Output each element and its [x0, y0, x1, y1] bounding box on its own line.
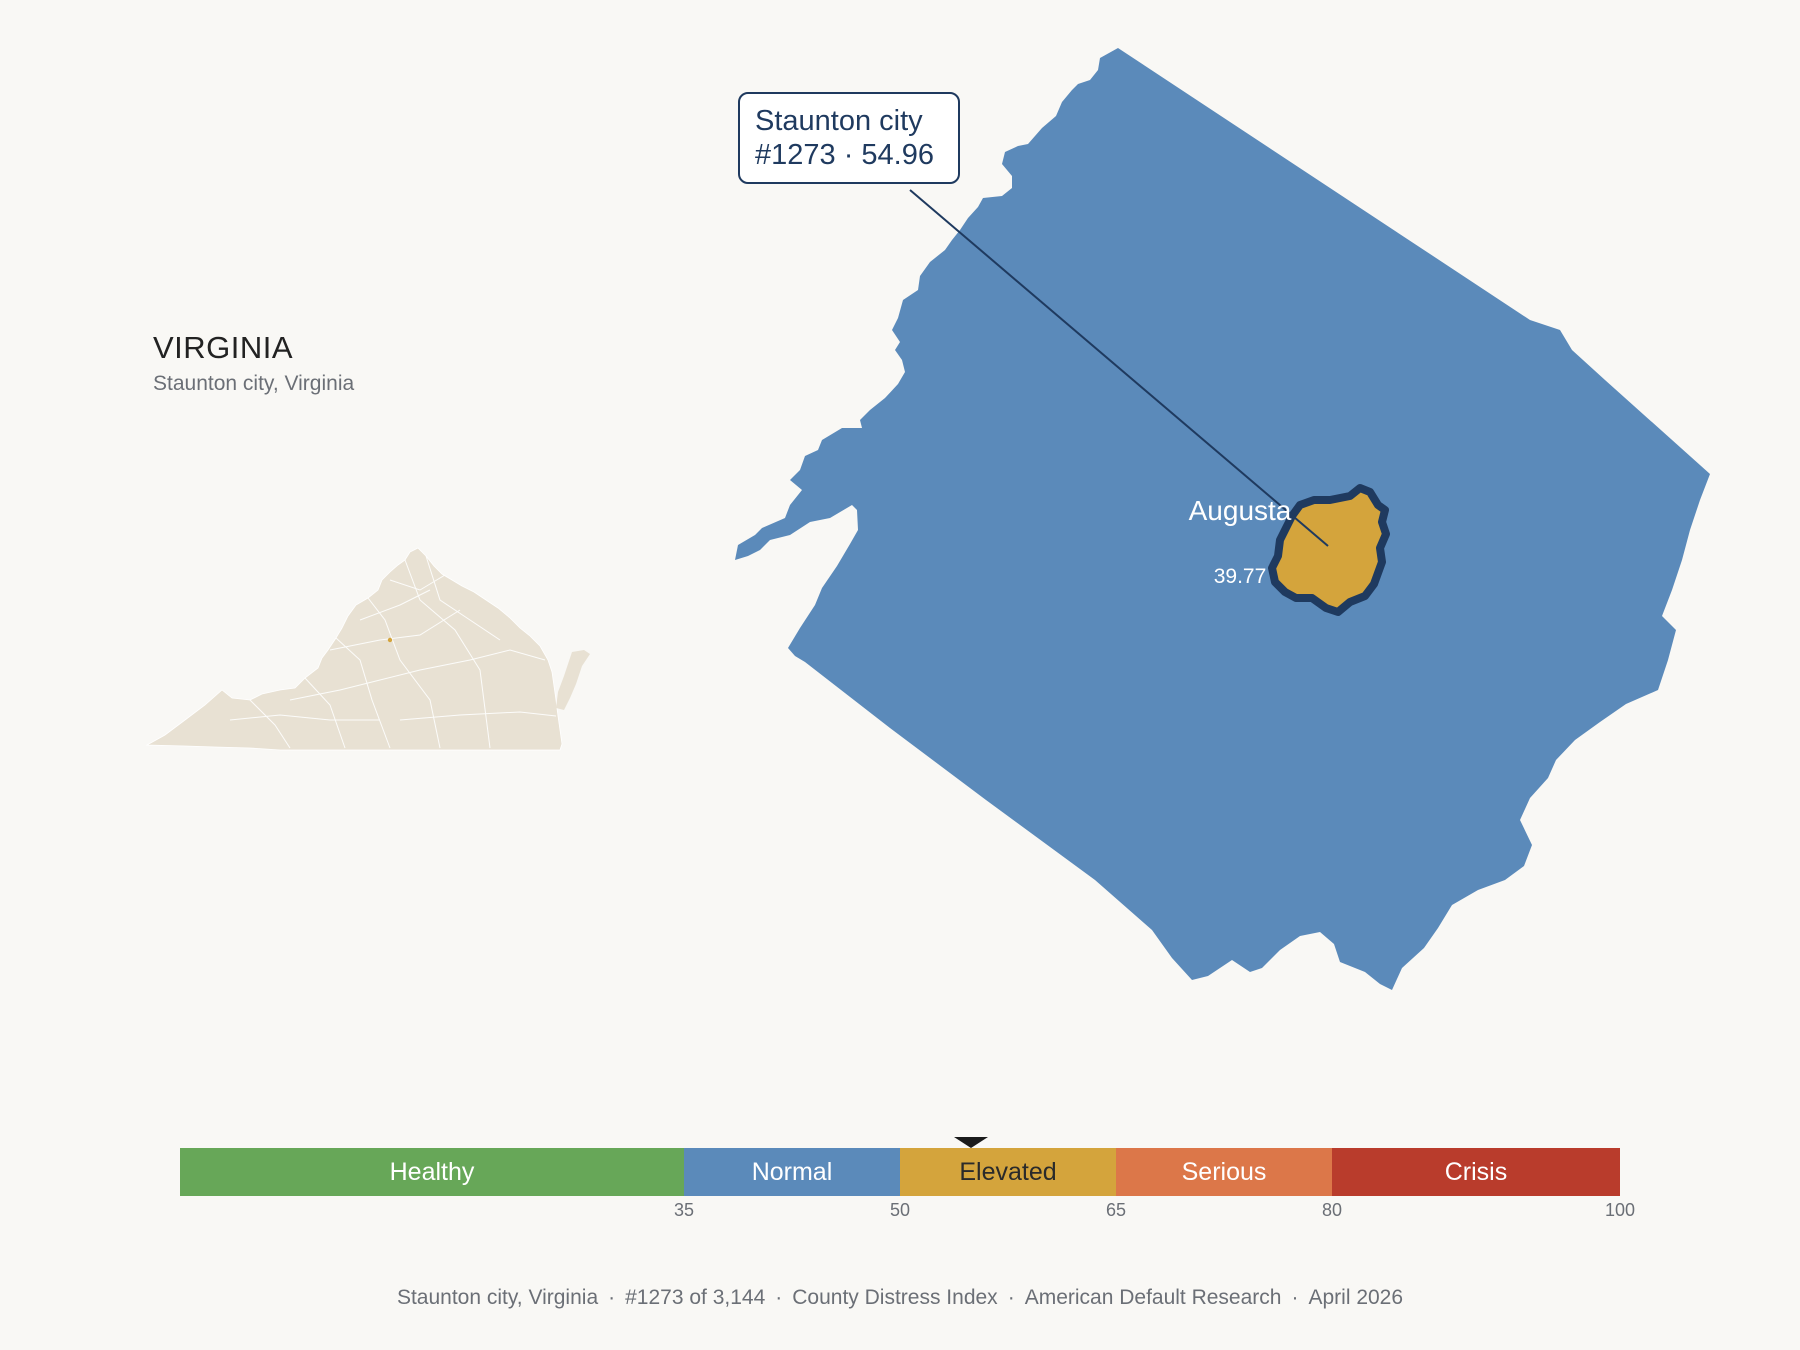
county-value: 39.77 — [1214, 565, 1267, 588]
distress-scale: Healthy Normal Elevated Serious Crisis — [180, 1148, 1620, 1196]
county-label: Augusta — [1189, 495, 1292, 526]
scale-tick: 50 — [889, 1200, 911, 1220]
scale-segment-elevated: Elevated — [900, 1148, 1116, 1196]
footer-place: Staunton city, Virginia — [396, 1286, 599, 1309]
footer-org: American Default Research — [1024, 1286, 1282, 1309]
staunton-city-shape[interactable] — [1268, 484, 1390, 616]
state-subtitle: Staunton city, Virginia — [153, 372, 355, 395]
callout-rank-score: #1273 · 54.96 — [755, 139, 934, 171]
scale-tick: 35 — [673, 1200, 695, 1220]
state-title: VIRGINIA — [153, 330, 294, 365]
callout-leader-line — [909, 189, 1329, 547]
staunton-locator-dot — [387, 637, 393, 643]
footer-rank: #1273 of 3,144 — [625, 1286, 766, 1309]
virginia-state-inset — [145, 547, 563, 751]
augusta-county-shape[interactable] — [735, 48, 1710, 990]
scale-segment-normal: Normal — [684, 1148, 900, 1196]
scale-tick: 100 — [1604, 1200, 1636, 1220]
scale-segment-healthy: Healthy — [180, 1148, 684, 1196]
callout-city-name: Staunton city — [755, 105, 923, 137]
scale-tick: 65 — [1105, 1200, 1127, 1220]
city-callout: Staunton city #1273 · 54.96 — [738, 92, 960, 184]
scale-segment-serious: Serious — [1116, 1148, 1332, 1196]
footer-index: County Distress Index — [792, 1286, 998, 1309]
eastern-shore-inset — [556, 650, 590, 710]
scale-tick: 80 — [1321, 1200, 1343, 1220]
footer-date: April 2026 — [1308, 1286, 1404, 1309]
score-marker — [954, 1137, 989, 1148]
footer: Staunton city, Virginia · #1273 of 3,144 · C… — [396, 1286, 1404, 1309]
scale-segment-crisis: Crisis — [1332, 1148, 1620, 1196]
county-borders-inset — [229, 555, 557, 749]
